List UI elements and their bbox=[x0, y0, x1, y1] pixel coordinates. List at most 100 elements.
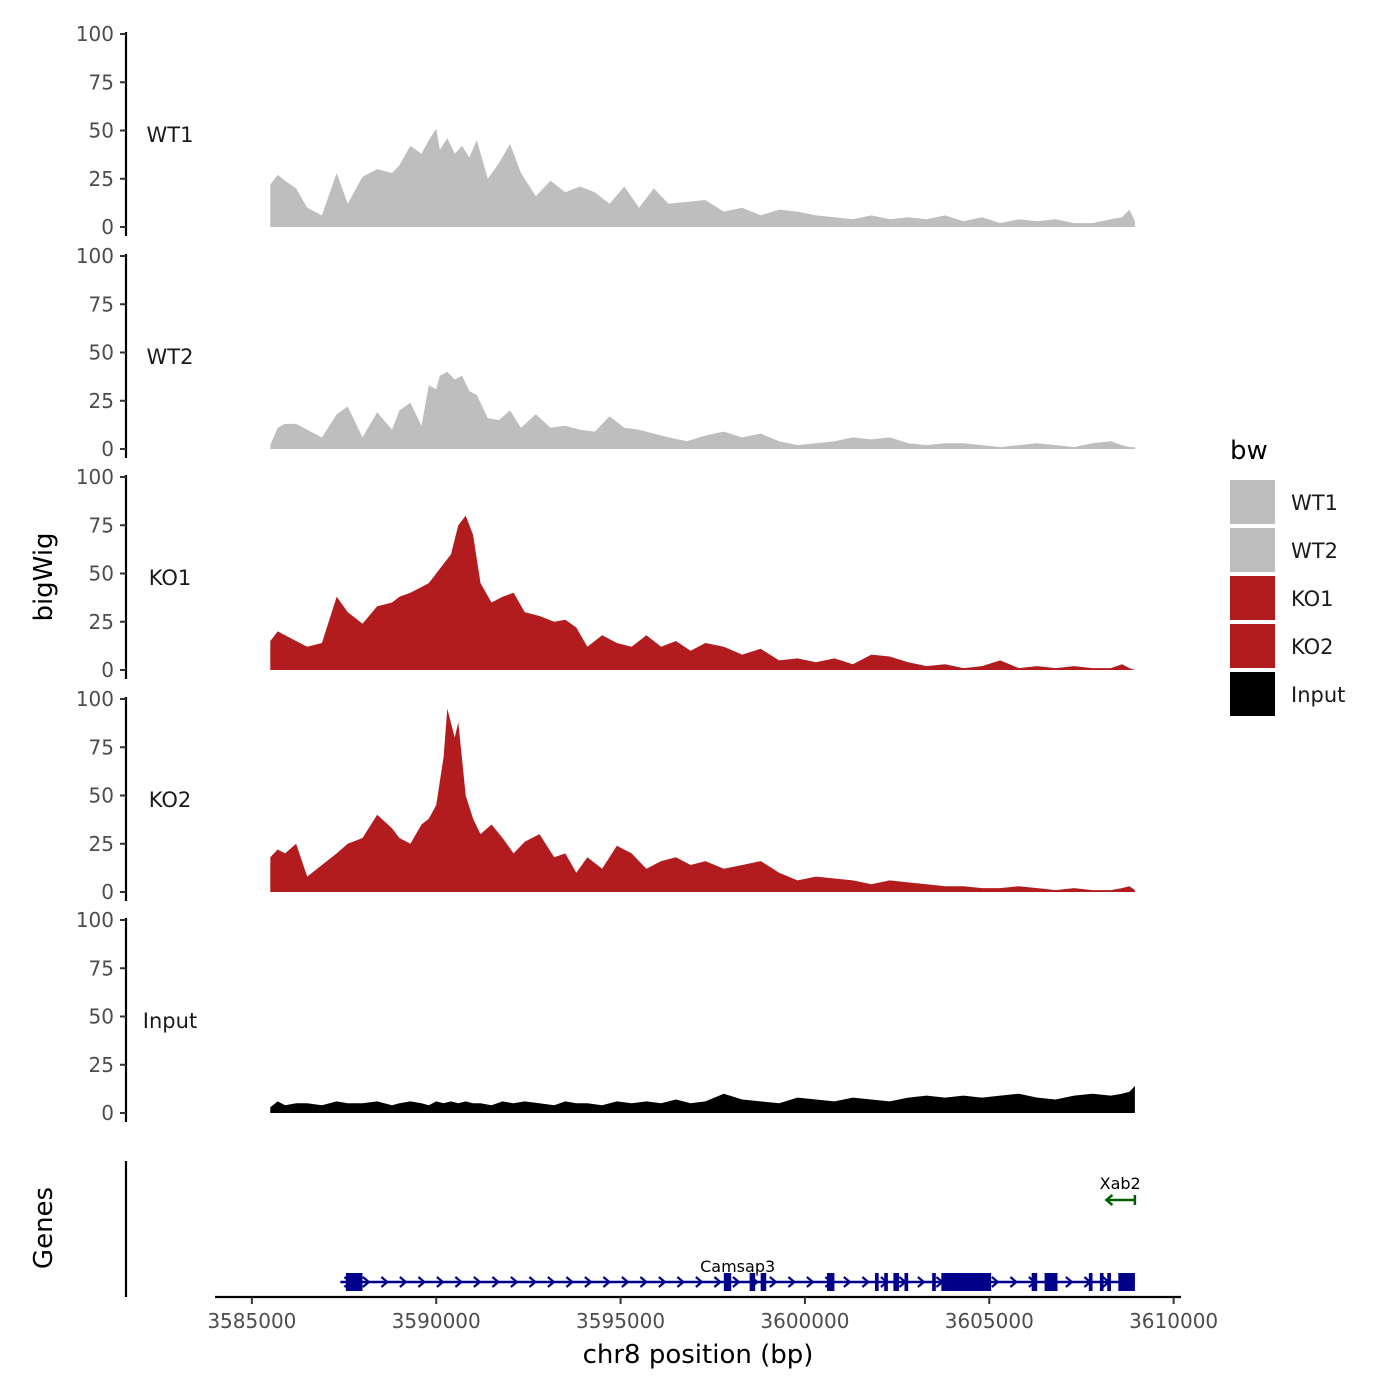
strand-arrow-camsap3 bbox=[917, 1276, 926, 1288]
y-tick-label-ko2-25: 25 bbox=[89, 832, 114, 856]
exon-camsap3-14 bbox=[1088, 1273, 1093, 1291]
exon-camsap3-6 bbox=[874, 1273, 879, 1291]
coverage-area-ko2 bbox=[270, 708, 1135, 892]
strand-arrow-camsap3 bbox=[769, 1276, 778, 1288]
coverage-area-ko1 bbox=[270, 515, 1135, 670]
strand-arrow-camsap3 bbox=[806, 1276, 815, 1288]
exon-camsap3-12 bbox=[1031, 1273, 1038, 1291]
legend-label-wt1: WT1 bbox=[1291, 491, 1338, 515]
exon-camsap3-7 bbox=[884, 1273, 888, 1291]
y-tick-label-ko2-0: 0 bbox=[101, 880, 114, 904]
x-axis-title: chr8 position (bp) bbox=[583, 1340, 814, 1370]
x-tick-label-3600000: 3600000 bbox=[760, 1309, 849, 1333]
strand-arrow-camsap3 bbox=[1065, 1276, 1074, 1288]
y-tick-label-input-75: 75 bbox=[89, 956, 114, 980]
strand-arrow-camsap3 bbox=[362, 1276, 371, 1288]
strand-arrow-camsap3 bbox=[436, 1276, 445, 1288]
y-tick-label-wt1-0: 0 bbox=[101, 215, 114, 239]
exon-camsap3-8 bbox=[893, 1273, 899, 1291]
legend-title: bw bbox=[1230, 436, 1268, 466]
y-tick-label-wt1-50: 50 bbox=[89, 119, 114, 143]
y-tick-label-ko2-75: 75 bbox=[89, 735, 114, 759]
legend-key-input bbox=[1230, 672, 1275, 716]
strand-arrow-camsap3 bbox=[658, 1276, 667, 1288]
track-ko2: 0 25 50 75 100 KO2 bbox=[76, 687, 1135, 904]
exon-camsap3-16 bbox=[1107, 1273, 1111, 1291]
exon-camsap3-15 bbox=[1099, 1273, 1104, 1291]
x-axis: 3585000 3590000 3595000 3600000 3605000 36100… bbox=[207, 1295, 1218, 1333]
y-tick-label-wt1-25: 25 bbox=[89, 167, 114, 191]
legend-key-ko1 bbox=[1230, 576, 1275, 620]
legend-label-input: Input bbox=[1291, 683, 1345, 707]
strand-arrow-camsap3 bbox=[732, 1276, 741, 1288]
y-tick-label-ko1-0: 0 bbox=[101, 658, 114, 682]
track-input: 0 25 50 75 100 Input bbox=[76, 908, 1135, 1125]
legend-label-wt2: WT2 bbox=[1291, 539, 1338, 563]
strand-arrow-camsap3 bbox=[473, 1276, 482, 1288]
strand-arrow-camsap3 bbox=[491, 1276, 501, 1288]
y-tick-label-wt2-100: 100 bbox=[76, 244, 114, 268]
strand-arrow-camsap3 bbox=[380, 1276, 390, 1288]
x-tick-label-3610000: 3610000 bbox=[1129, 1309, 1218, 1333]
strand-arrow-camsap3 bbox=[713, 1276, 723, 1288]
strand-arrow-xab2 bbox=[1104, 1194, 1114, 1206]
exon-camsap3-3 bbox=[749, 1273, 756, 1291]
gene-label-xab2: Xab2 bbox=[1100, 1174, 1141, 1193]
y-tick-label-input-25: 25 bbox=[89, 1053, 114, 1077]
track-label-ko1: KO1 bbox=[149, 566, 192, 590]
strand-arrow-camsap3 bbox=[695, 1276, 704, 1288]
legend-label-ko2: KO2 bbox=[1291, 635, 1334, 659]
coverage-area-wt1 bbox=[270, 128, 1135, 227]
strand-arrow-camsap3 bbox=[528, 1276, 538, 1288]
gene-xab2: Xab2 bbox=[1100, 1174, 1141, 1206]
y-tick-label-wt1-75: 75 bbox=[89, 70, 114, 94]
strand-arrow-camsap3 bbox=[565, 1276, 575, 1288]
y-tick-label-ko1-75: 75 bbox=[89, 513, 114, 537]
exon-camsap3-9 bbox=[904, 1273, 909, 1291]
exon-camsap3-1 bbox=[345, 1273, 363, 1291]
genes-track-title: Genes bbox=[29, 1187, 59, 1269]
x-tick-label-3595000: 3595000 bbox=[576, 1309, 665, 1333]
exon-camsap3-5 bbox=[827, 1273, 835, 1291]
exon-camsap3-2 bbox=[723, 1273, 732, 1291]
legend-label-ko1: KO1 bbox=[1291, 587, 1334, 611]
legend-key-wt2 bbox=[1230, 528, 1275, 572]
strand-arrow-camsap3 bbox=[602, 1276, 612, 1288]
track-label-ko2: KO2 bbox=[149, 788, 192, 812]
exon-camsap3-11 bbox=[941, 1273, 992, 1291]
strand-arrow-camsap3 bbox=[621, 1276, 630, 1288]
y-tick-label-wt2-25: 25 bbox=[89, 389, 114, 413]
gene-label-camsap3: Camsap3 bbox=[700, 1257, 775, 1276]
y-tick-label-ko2-100: 100 bbox=[76, 687, 114, 711]
legend-key-wt1 bbox=[1230, 480, 1275, 524]
track-label-wt1: WT1 bbox=[147, 123, 194, 147]
coverage-area-input bbox=[270, 1086, 1135, 1113]
y-tick-label-ko1-50: 50 bbox=[89, 562, 114, 586]
y-tick-label-input-100: 100 bbox=[76, 908, 114, 932]
y-axis-title: bigWig bbox=[29, 532, 59, 621]
strand-arrow-camsap3 bbox=[843, 1276, 852, 1288]
coverage-tracks: 0255075100WT10255075100WT20255075100KO10… bbox=[76, 22, 1135, 1125]
legend-key-ko2 bbox=[1230, 624, 1275, 668]
x-tick-label-3605000: 3605000 bbox=[945, 1309, 1034, 1333]
y-tick-label-ko1-100: 100 bbox=[76, 465, 114, 489]
exon-camsap3-10 bbox=[932, 1273, 936, 1291]
exon-camsap3-17 bbox=[1118, 1273, 1135, 1291]
strand-arrow-camsap3 bbox=[510, 1276, 519, 1288]
strand-arrow-camsap3 bbox=[584, 1276, 593, 1288]
strand-arrow-camsap3 bbox=[861, 1276, 871, 1288]
gene-annotation-panel: Camsap3 Xab2 bbox=[124, 1161, 1141, 1297]
exon-camsap3-4 bbox=[760, 1273, 767, 1291]
strand-arrow-camsap3 bbox=[639, 1276, 649, 1288]
strand-arrow-camsap3 bbox=[454, 1276, 464, 1288]
strand-arrow-camsap3 bbox=[676, 1276, 686, 1288]
strand-arrow-camsap3 bbox=[991, 1276, 1000, 1288]
strand-arrow-camsap3 bbox=[547, 1276, 556, 1288]
x-tick-label-3585000: 3585000 bbox=[207, 1309, 296, 1333]
legend: bw WT1 WT2 KO1 KO2 Input bbox=[1230, 436, 1345, 716]
y-tick-label-wt2-50: 50 bbox=[89, 341, 114, 365]
gene-camsap3: Camsap3 bbox=[340, 1257, 1135, 1291]
exon-camsap3-13 bbox=[1044, 1273, 1058, 1291]
y-tick-label-wt1-100: 100 bbox=[76, 22, 114, 46]
